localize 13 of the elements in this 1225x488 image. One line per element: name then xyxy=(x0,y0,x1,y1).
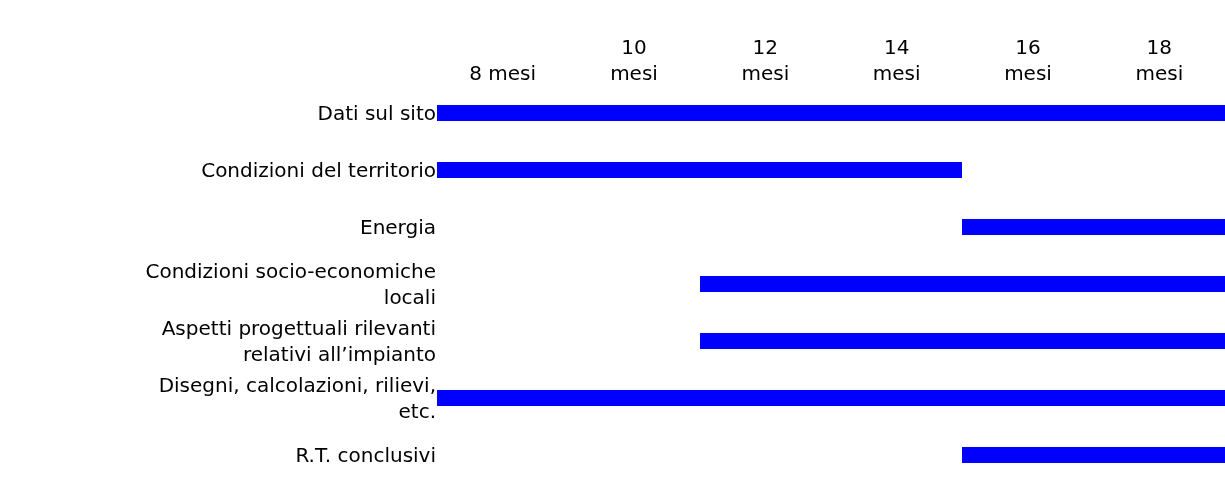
y-tick-label: R.T. conclusivi xyxy=(295,442,436,467)
y-tick-label: Condizioni socio-economiche locali xyxy=(145,259,436,309)
y-tick-label: Aspetti progettuali rilevanti relativi all’impianto xyxy=(161,315,436,366)
x-tick-label: 8 mesi xyxy=(469,61,537,85)
x-tick-label: 18 mesi xyxy=(1135,35,1184,85)
y-tick-label: Disegni, calcolazioni, rilievi, etc. xyxy=(158,372,436,423)
y-tick-label: Energia xyxy=(360,215,436,240)
x-tick-label: 14 mesi xyxy=(872,35,921,85)
x-tick-label: 10 mesi xyxy=(610,35,658,85)
x-tick-label: 12 mesi xyxy=(741,35,790,85)
y-tick-label: Dati sul sito xyxy=(317,101,436,126)
x-tick-label: 16 mesi xyxy=(1004,35,1052,85)
y-tick-label: Condizioni del territorio xyxy=(201,158,436,183)
